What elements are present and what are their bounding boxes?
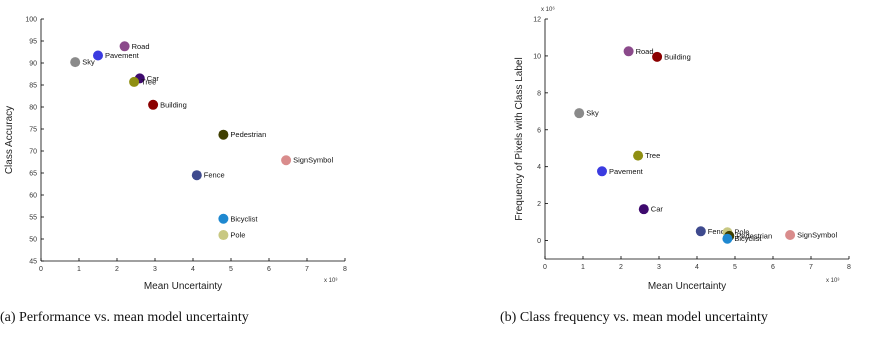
chart-b-point-bicyclist xyxy=(722,233,733,244)
chart-a-point-label-building: Building xyxy=(160,100,187,109)
chart-b-x-tick-label: 3 xyxy=(657,264,661,271)
chart-a-x-tick-label: 2 xyxy=(115,266,119,273)
caption-a: (a) Performance vs. mean model uncertain… xyxy=(0,310,249,325)
chart-b-point-label-pedestrian: Pedestrian xyxy=(736,231,772,240)
chart-b-y-axis-label: Frequency of Pixels with Class Label xyxy=(514,57,525,220)
chart-a-point-label-fence: Fence xyxy=(204,171,225,180)
chart-a-x-multiplier: x 10³ xyxy=(324,278,337,284)
chart-b-y-tick-label: 10 xyxy=(533,53,541,60)
chart-a-point-label-pedestrian: Pedestrian xyxy=(230,130,266,139)
chart-b-point-label-building: Building xyxy=(664,52,691,61)
chart-a-y-tick-label: 45 xyxy=(29,259,37,266)
chart-b-point-car xyxy=(638,204,649,215)
chart-a-x-tick-label: 7 xyxy=(305,266,309,273)
chart-a-point-building xyxy=(148,99,159,110)
chart-a-point-pole xyxy=(218,230,229,241)
chart-a-y-tick-label: 75 xyxy=(29,127,37,134)
chart-a-x-tick-label: 3 xyxy=(153,266,157,273)
chart-a-point-label-bicyclist: Bicyclist xyxy=(230,214,258,223)
chart-a-y-tick-label: 65 xyxy=(29,171,37,178)
chart-a-point-bicyclist xyxy=(218,213,229,224)
chart-b-x-tick-label: 0 xyxy=(543,264,547,271)
chart-b-point-road xyxy=(623,46,634,57)
chart-b-point-label-car: Car xyxy=(651,205,664,214)
chart-a-y-tick-label: 95 xyxy=(29,39,37,46)
chart-a-y-tick-label: 85 xyxy=(29,83,37,90)
chart-a-y-tick-label: 55 xyxy=(29,215,37,222)
chart-b-x-tick-label: 5 xyxy=(733,264,737,271)
chart-a-point-fence xyxy=(191,170,202,181)
chart-b-y-tick-label: 12 xyxy=(533,17,541,24)
chart-a-point-label-signsymbol: SignSymbol xyxy=(293,156,333,165)
chart-b-point-label-tree: Tree xyxy=(645,151,660,160)
chart-b-x-tick-label: 8 xyxy=(847,264,851,271)
chart-a-y-tick-label: 60 xyxy=(29,193,37,200)
chart-a-point-sky xyxy=(70,57,81,68)
chart-a-y-tick-label: 80 xyxy=(29,105,37,112)
chart-a-x-tick-label: 5 xyxy=(229,266,233,273)
chart-a-x-tick-label: 0 xyxy=(39,266,43,273)
chart-b-y-tick-label: 0 xyxy=(537,238,541,245)
chart-b-point-label-pole: Pole xyxy=(734,228,749,237)
chart-a-point-label-tree: Tree xyxy=(141,77,156,86)
chart-a-x-tick-label: 6 xyxy=(267,266,271,273)
chart-b-y-tick-label: 8 xyxy=(537,90,541,97)
chart-b-point-fence xyxy=(695,226,706,237)
chart-b-x-tick-label: 7 xyxy=(809,264,813,271)
chart-b-x-tick-label: 2 xyxy=(619,264,623,271)
chart-b-y-tick-label: 2 xyxy=(537,201,541,208)
chart-a-y-tick-label: 90 xyxy=(29,61,37,68)
chart-b-point-signsymbol xyxy=(785,230,796,240)
chart-b-point-label-bicyclist: Bicyclist xyxy=(734,234,762,243)
chart-b-x-tick-label: 4 xyxy=(695,264,699,271)
chart-b-x-axis-label: Mean Uncertainty xyxy=(648,281,726,292)
chart-a-y-tick-label: 70 xyxy=(29,149,37,156)
chart-b-x-tick-label: 6 xyxy=(771,264,775,271)
chart-a-y-axis-label: Class Accuracy xyxy=(4,106,15,174)
chart-b-y-tick-label: 6 xyxy=(537,127,541,134)
chart-a-point-pavement xyxy=(93,50,103,61)
chart-b-y-multiplier: x 10⁶ xyxy=(541,6,555,13)
chart-a-x-tick-label: 4 xyxy=(191,266,195,273)
chart-b-x-tick-label: 1 xyxy=(581,264,585,271)
chart-a-x-tick-label: 8 xyxy=(343,266,347,273)
chart-b-point-pavement xyxy=(597,166,607,177)
chart-a-point-label-pavement: Pavement xyxy=(105,51,140,60)
chart-a-x-tick-label: 1 xyxy=(77,266,81,273)
chart-b-point-label-road: Road xyxy=(636,47,654,56)
chart-a-point-signsymbol xyxy=(281,155,292,166)
chart-b-point-tree xyxy=(633,150,644,161)
chart-b-y-tick-label: 4 xyxy=(537,164,541,171)
caption-b: (b) Class frequency vs. mean model uncer… xyxy=(500,310,768,325)
chart-b-point-label-sky: Sky xyxy=(586,109,599,118)
chart-a-point-road xyxy=(119,41,130,52)
chart-b-x-multiplier: x 10³ xyxy=(826,278,839,284)
chart-a-point-tree xyxy=(129,76,140,87)
chart-b-point-building xyxy=(652,51,663,62)
chart-b-point-label-fence: Fence xyxy=(708,227,729,236)
chart-b-point-label-pavement: Pavement xyxy=(609,167,644,176)
chart-b-point-label-signsymbol: SignSymbol xyxy=(797,231,837,240)
chart-a-y-tick-label: 100 xyxy=(25,17,37,24)
chart-b-point-sky xyxy=(574,108,585,119)
chart-a-y-tick-label: 50 xyxy=(29,237,37,244)
chart-a-point-label-pole: Pole xyxy=(230,231,245,240)
chart-a-point-label-car: Car xyxy=(147,74,160,83)
chart-a-point-pedestrian xyxy=(218,129,229,140)
chart-a-point-label-road: Road xyxy=(132,42,150,51)
chart-a-point-label-sky: Sky xyxy=(82,58,95,67)
chart-a-x-axis-label: Mean Uncertainty xyxy=(144,281,222,292)
